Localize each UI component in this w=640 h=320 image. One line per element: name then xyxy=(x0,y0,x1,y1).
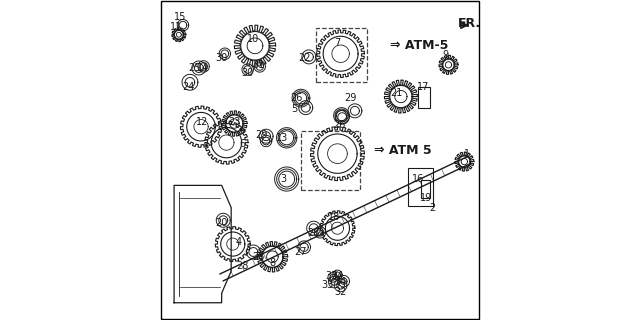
Text: 26: 26 xyxy=(333,120,345,130)
Text: 13: 13 xyxy=(276,133,288,143)
Text: ⇒ ATM-5: ⇒ ATM-5 xyxy=(390,39,448,52)
Text: 5: 5 xyxy=(291,104,298,114)
Text: 1: 1 xyxy=(465,149,470,159)
Text: 16: 16 xyxy=(412,174,424,184)
Text: 3: 3 xyxy=(280,174,287,184)
Bar xyxy=(421,180,429,198)
Text: 18: 18 xyxy=(328,212,340,222)
Text: 30: 30 xyxy=(241,68,253,78)
Text: 8: 8 xyxy=(269,258,275,268)
Text: 23: 23 xyxy=(228,117,241,127)
Text: 2: 2 xyxy=(429,203,436,212)
Text: 19: 19 xyxy=(420,193,433,203)
Text: 15: 15 xyxy=(174,12,187,22)
Text: 12: 12 xyxy=(196,117,209,127)
Text: 6: 6 xyxy=(239,139,245,149)
Text: 24: 24 xyxy=(182,82,195,92)
Text: 20: 20 xyxy=(216,219,228,228)
Text: 33: 33 xyxy=(325,271,337,281)
Text: 31: 31 xyxy=(252,60,264,70)
Text: 11: 11 xyxy=(170,22,182,32)
Text: 22: 22 xyxy=(298,53,310,63)
Text: 34: 34 xyxy=(332,271,344,281)
Text: 14: 14 xyxy=(196,63,209,73)
Text: ⇒ ATM 5: ⇒ ATM 5 xyxy=(374,144,431,157)
Text: 21: 21 xyxy=(390,88,403,98)
Text: 34: 34 xyxy=(335,277,347,287)
Text: 29: 29 xyxy=(255,130,268,140)
Text: 7: 7 xyxy=(334,38,340,48)
Bar xyxy=(408,168,433,206)
Text: 4: 4 xyxy=(236,237,242,247)
Text: 28: 28 xyxy=(252,252,264,262)
Text: 29: 29 xyxy=(344,93,356,103)
Bar xyxy=(418,87,430,108)
Text: 10: 10 xyxy=(247,35,259,44)
Text: 9: 9 xyxy=(442,50,449,60)
Text: 33: 33 xyxy=(322,280,334,290)
Text: 32: 32 xyxy=(335,287,347,297)
Text: 27: 27 xyxy=(294,247,307,257)
Text: 26: 26 xyxy=(290,93,302,103)
Text: FR.: FR. xyxy=(458,17,481,30)
Text: 30: 30 xyxy=(216,53,228,63)
Text: 28: 28 xyxy=(236,261,248,271)
Text: 17: 17 xyxy=(417,82,429,92)
Text: 28: 28 xyxy=(307,228,320,238)
Text: 25: 25 xyxy=(188,63,201,73)
